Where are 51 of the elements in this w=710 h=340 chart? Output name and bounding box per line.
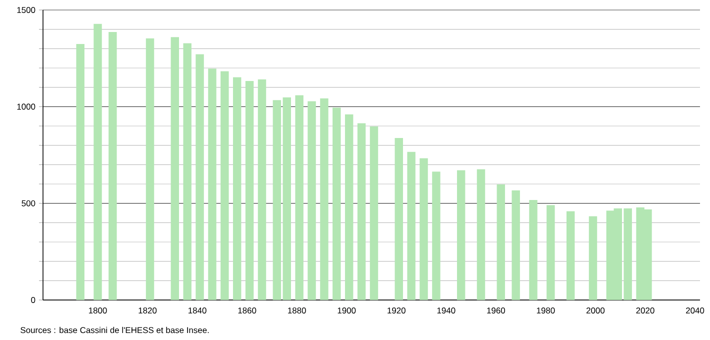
x-tick-label: 1860 xyxy=(238,308,256,314)
bar xyxy=(94,24,102,300)
y-tick-label: 0 xyxy=(31,297,36,303)
x-tick-label: 1960 xyxy=(487,308,506,314)
bar xyxy=(272,100,282,300)
bar xyxy=(420,158,428,300)
x-tick-label: 1820 xyxy=(138,308,157,314)
x-tick-label: 1880 xyxy=(288,308,306,314)
bar xyxy=(196,54,204,300)
bar xyxy=(370,126,378,300)
bar xyxy=(208,68,216,300)
bar xyxy=(512,190,520,300)
x-tick-label: 2040 xyxy=(686,308,704,314)
bar xyxy=(456,170,466,300)
x-tick-label: 2000 xyxy=(586,308,605,314)
x-tick-label: 1940 xyxy=(437,308,456,314)
bar xyxy=(588,216,598,300)
bar xyxy=(432,172,440,300)
bar xyxy=(108,32,117,300)
bar xyxy=(476,169,486,300)
x-tick-label: 2020 xyxy=(636,308,654,314)
bar xyxy=(258,79,266,300)
x-tick-label: 1980 xyxy=(536,308,555,314)
bar xyxy=(282,97,291,300)
bar xyxy=(496,184,506,300)
y-tick-label: 1500 xyxy=(17,7,36,13)
source-note: Sources : base Cassini de l'EHESS et base Insee. xyxy=(20,326,209,334)
bar xyxy=(566,211,575,300)
x-tick-label: 1920 xyxy=(388,308,406,314)
bar xyxy=(245,80,254,300)
bar xyxy=(220,71,229,300)
y-tick-label: 1000 xyxy=(17,104,36,110)
bar xyxy=(357,123,366,300)
bar xyxy=(345,114,354,300)
bar xyxy=(295,95,304,300)
bar xyxy=(183,43,192,300)
bar xyxy=(320,98,328,300)
bar xyxy=(546,205,555,300)
x-tick-label: 1900 xyxy=(338,308,356,314)
bar xyxy=(529,200,538,300)
bar xyxy=(407,152,416,300)
bar xyxy=(394,138,403,300)
bar xyxy=(146,38,154,300)
bar xyxy=(76,44,84,300)
x-tick-label: 1800 xyxy=(88,308,107,314)
y-tick-label: 500 xyxy=(22,200,36,206)
x-tick-label: 1840 xyxy=(188,308,206,314)
bar xyxy=(233,77,242,300)
bar xyxy=(170,37,180,300)
bar xyxy=(332,108,341,300)
bar xyxy=(308,101,316,300)
